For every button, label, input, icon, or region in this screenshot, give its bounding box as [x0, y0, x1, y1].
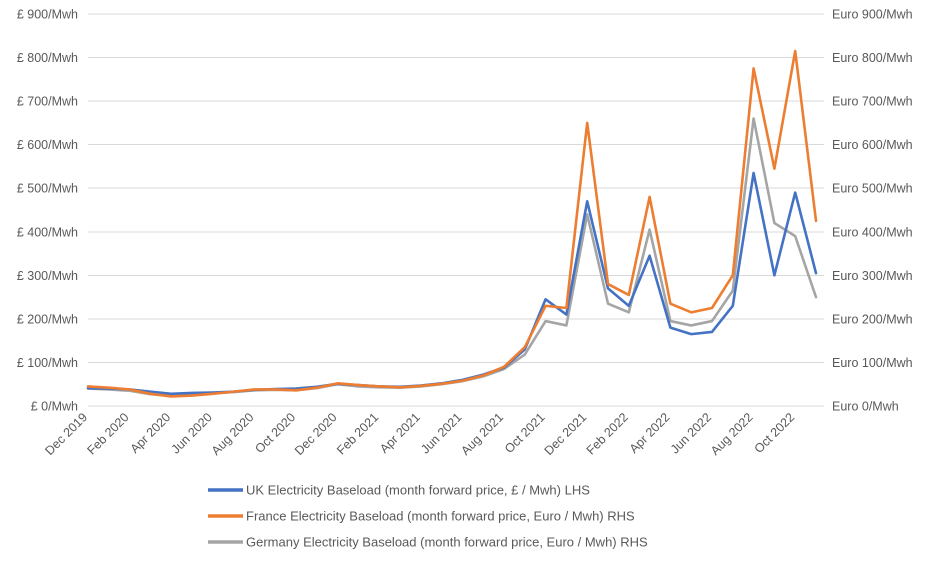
series-line-germany — [86, 117, 818, 397]
x-axis-tick-label: Oct 2022 — [752, 410, 798, 456]
y-axis-left-tick-label: £ 300/Mwh — [17, 269, 78, 283]
x-axis-tick-label: Oct 2021 — [502, 410, 548, 456]
y-axis-left-ticks: £ 0/Mwh £ 100/Mwh £ 200/Mwh £ 300/Mwh £ 400/… — [17, 8, 78, 414]
x-axis-tick-label: Aug 2022 — [708, 410, 756, 458]
y-axis-right-tick-label: Euro 900/Mwh — [832, 8, 913, 22]
y-axis-right-tick-label: Euro 400/Mwh — [832, 225, 913, 239]
y-axis-left-tick-label: £ 400/Mwh — [17, 225, 78, 239]
y-axis-right-tick-label: Euro 700/Mwh — [832, 95, 913, 109]
x-axis-tick-label: Dec 2019 — [42, 410, 90, 458]
series-line-uk — [86, 171, 818, 396]
y-axis-right-tick-label: Euro 500/Mwh — [832, 182, 913, 196]
y-axis-right-tick-label: Euro 0/Mwh — [832, 400, 899, 414]
y-axis-right-ticks: Euro 0/Mwh Euro 100/Mwh Euro 200/Mwh Euro 3… — [816, 8, 913, 414]
x-axis-tick-label: Apr 2020 — [128, 410, 174, 456]
x-axis-tick-label: Dec 2020 — [292, 410, 340, 458]
legend-item-label[interactable]: France Electricity Baseload (month forwa… — [246, 509, 635, 524]
x-axis-tick-label: Apr 2021 — [377, 410, 423, 456]
x-axis-tick-label: Aug 2021 — [458, 410, 506, 458]
y-axis-left-tick-label: £ 700/Mwh — [17, 95, 78, 109]
x-axis-tick-label: Aug 2020 — [209, 410, 257, 458]
y-axis-left-tick-label: £ 800/Mwh — [17, 51, 78, 65]
x-axis-tick-label: Feb 2021 — [334, 410, 381, 457]
x-axis-tick-label: Apr 2022 — [627, 410, 673, 456]
y-axis-right-tick-label: Euro 800/Mwh — [832, 51, 913, 65]
y-axis-right-tick-label: Euro 100/Mwh — [832, 356, 913, 370]
y-axis-left-tick-label: £ 500/Mwh — [17, 182, 78, 196]
legend-item-label[interactable]: UK Electricity Baseload (month forward p… — [246, 483, 590, 498]
y-axis-left-tick-label: £ 200/Mwh — [17, 312, 78, 326]
x-axis-tick-label: Oct 2020 — [252, 410, 298, 456]
y-axis-left-tick-label: £ 0/Mwh — [31, 400, 78, 414]
y-axis-left-tick-label: £ 600/Mwh — [17, 138, 78, 152]
x-axis-tick-label: Jun 2020 — [169, 410, 215, 456]
y-axis-left-tick-label: £ 900/Mwh — [17, 8, 78, 22]
series-line-france — [86, 49, 818, 398]
y-axis-right-tick-label: Euro 300/Mwh — [832, 269, 913, 283]
x-axis-tick-label: Jun 2022 — [668, 410, 714, 456]
chart-legend: UK Electricity Baseload (month forward p… — [208, 483, 648, 550]
y-axis-right-tick-label: Euro 200/Mwh — [832, 312, 913, 326]
series-lines — [86, 49, 818, 398]
x-axis-tick-label: Jun 2021 — [418, 410, 464, 456]
y-axis-right-tick-label: Euro 600/Mwh — [832, 138, 913, 152]
x-axis-tick-label: Dec 2021 — [542, 410, 590, 458]
x-axis-tick-label: Feb 2020 — [84, 410, 131, 457]
x-axis-tick-label: Feb 2022 — [584, 410, 631, 457]
legend-item-label[interactable]: Germany Electricity Baseload (month forw… — [246, 535, 648, 550]
y-axis-left-tick-label: £ 100/Mwh — [17, 356, 78, 370]
gridlines — [88, 13, 816, 407]
